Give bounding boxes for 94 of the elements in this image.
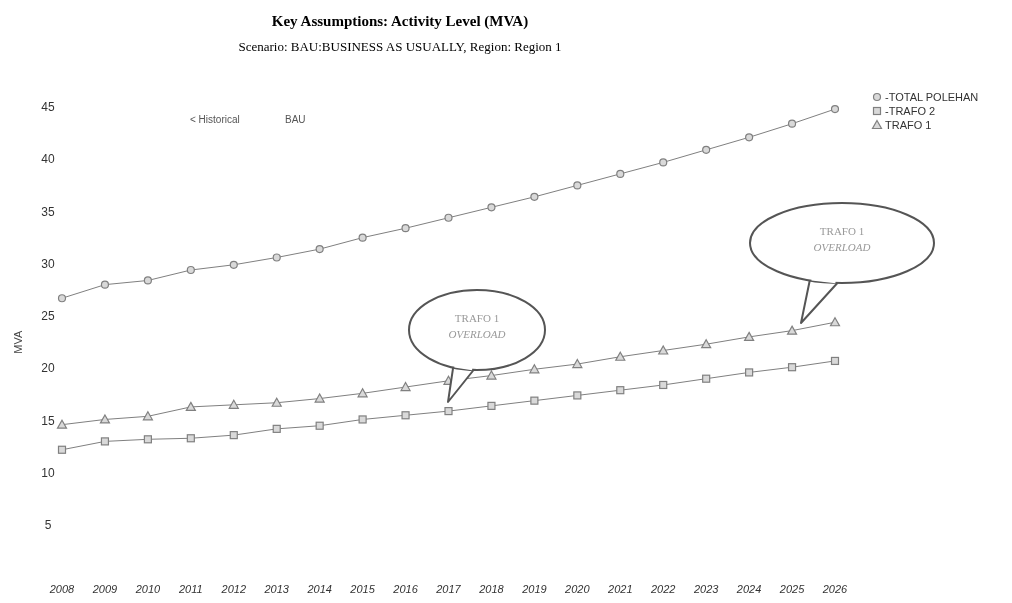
x-tick-label: 2022 <box>649 583 676 595</box>
point <box>487 401 496 410</box>
point <box>829 317 841 327</box>
y-tick-label: 25 <box>41 309 55 324</box>
point <box>830 356 840 366</box>
chart-subtitle: Scenario: BAU:BUSINESS AS USUALLY, Region: Region 1 <box>238 39 562 54</box>
x-tick-label: 2017 <box>435 583 462 595</box>
chart-title: Key Assumptions: Activity Level (MVA) <box>271 13 529 30</box>
point <box>444 407 453 416</box>
annotation: TRAFO 1 OVERLOAD <box>448 312 506 340</box>
point <box>357 388 368 398</box>
x-tick-label: 2015 <box>349 583 376 595</box>
point <box>272 424 281 433</box>
point <box>315 245 324 254</box>
point <box>615 351 626 361</box>
point <box>573 181 582 190</box>
point <box>744 331 755 341</box>
x-tick-label: 2011 <box>178 583 203 595</box>
annotation: TRAFO 1 OVERLOAD <box>813 225 871 253</box>
point <box>143 435 152 444</box>
point <box>229 260 238 269</box>
point <box>573 391 582 400</box>
y-tick-label: 20 <box>41 361 55 376</box>
x-tick-label: 2014 <box>306 583 332 595</box>
point <box>228 399 239 409</box>
point <box>702 145 711 154</box>
point <box>444 213 453 222</box>
x-tick-label: 2025 <box>778 583 806 595</box>
point <box>787 119 797 128</box>
point <box>786 325 798 335</box>
point <box>99 414 111 424</box>
point <box>57 445 67 454</box>
point <box>229 431 238 440</box>
point <box>358 233 367 242</box>
point <box>142 411 153 421</box>
point <box>400 381 411 392</box>
x-tick-label: 2010 <box>134 583 161 595</box>
point <box>616 169 625 178</box>
x-tick-label: 2020 <box>564 583 591 595</box>
x-tick-label: 2024 <box>735 583 762 595</box>
point <box>100 280 110 289</box>
point <box>701 339 712 349</box>
annotation: BAU <box>285 114 306 125</box>
x-tick-label: 2019 <box>521 583 547 595</box>
point <box>57 294 67 303</box>
point <box>572 358 583 369</box>
x-tick-label: 2023 <box>692 583 720 595</box>
annotation: < Historical <box>190 114 240 125</box>
point <box>186 265 195 275</box>
y-tick-label: 30 <box>41 256 55 271</box>
point <box>658 345 669 355</box>
legend-label: TRAFO 1 <box>885 118 932 131</box>
point <box>830 104 840 114</box>
point <box>486 370 497 380</box>
x-tick-label: 2009 <box>91 583 118 595</box>
point <box>56 419 68 429</box>
point <box>745 133 754 142</box>
point <box>314 393 325 403</box>
x-tick-label: 2018 <box>478 583 505 595</box>
point <box>530 192 539 201</box>
point <box>358 415 367 424</box>
point <box>702 374 711 383</box>
y-tick-label: 35 <box>41 204 55 219</box>
x-tick-label: 2013 <box>263 583 290 595</box>
point <box>315 421 324 430</box>
x-tick-label: 2021 <box>607 583 633 595</box>
point <box>186 434 195 443</box>
point <box>745 368 754 377</box>
point <box>143 276 152 285</box>
point <box>487 203 496 212</box>
point <box>659 158 668 167</box>
y-tick-label: 5 <box>44 518 52 533</box>
point <box>185 401 196 412</box>
point <box>787 363 797 372</box>
x-tick-label: 2016 <box>392 583 419 595</box>
point <box>401 411 410 420</box>
point <box>529 364 540 374</box>
point <box>659 380 668 390</box>
point <box>272 253 281 262</box>
y-tick-label: 40 <box>41 152 55 167</box>
x-tick-label: 2012 <box>220 583 247 595</box>
point <box>530 396 539 405</box>
point <box>271 397 282 407</box>
y-tick-label: 45 <box>41 100 55 115</box>
y-axis-title: MVA <box>12 329 24 354</box>
y-tick-label: 15 <box>41 413 55 428</box>
x-tick-label: 2026 <box>821 583 849 595</box>
point <box>401 224 410 233</box>
legend-label: -TOTAL POLEHAN <box>885 90 979 103</box>
x-tick-label: 2008 <box>48 583 76 595</box>
point <box>616 386 625 395</box>
point <box>100 437 110 446</box>
legend-label: -TRAFO 2 <box>885 104 936 117</box>
y-tick-label: 10 <box>41 465 55 480</box>
